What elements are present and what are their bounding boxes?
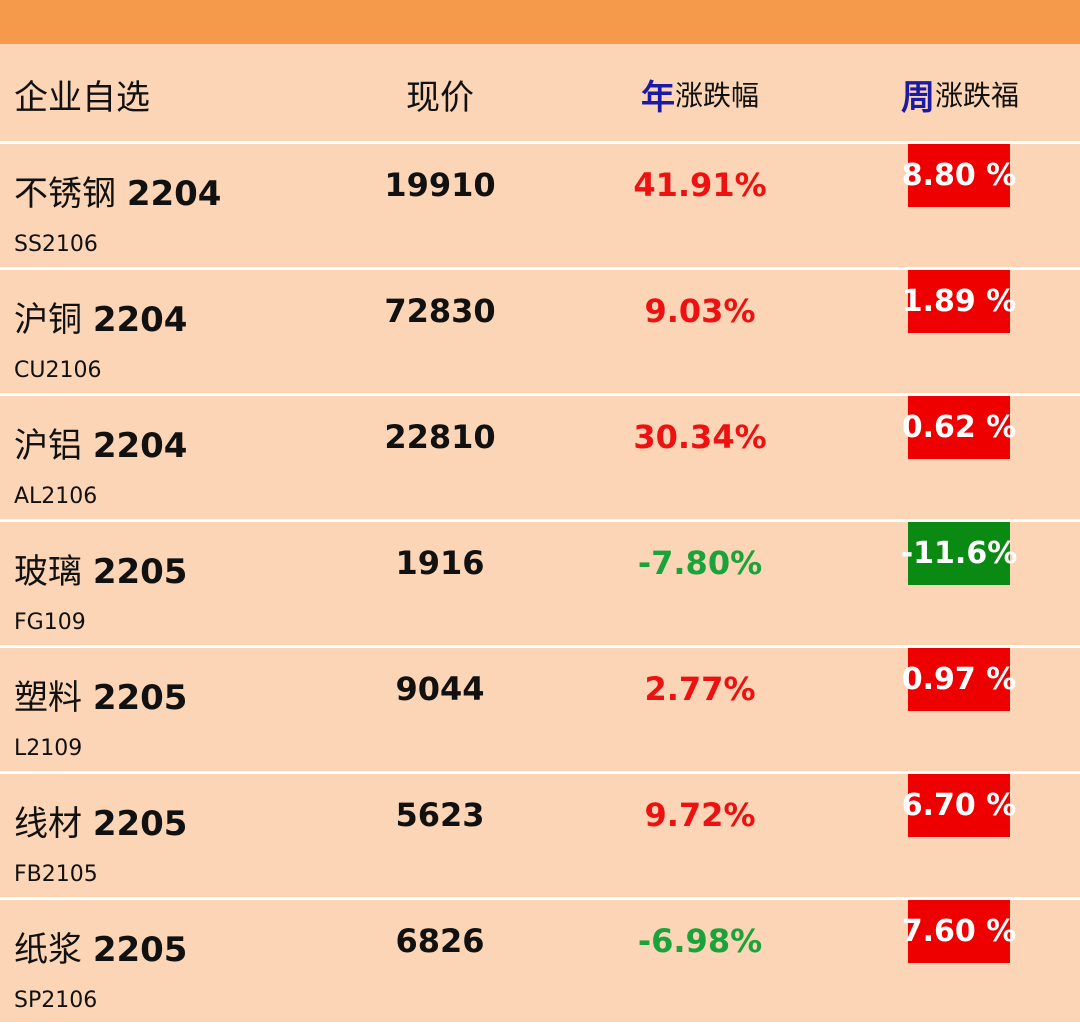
table-row[interactable]: 不锈钢 2204 SS2106 19910 41.91% 8.80 % [0,144,1080,267]
year-change: 9.72% [644,796,756,834]
product-name-label: 玻璃 [14,552,82,592]
row-divider [0,645,1080,648]
table-row[interactable]: 沪铜 2204 CU2106 72830 9.03% 1.89 % [0,270,1080,393]
table-row[interactable]: 玻璃 2205 FG109 1916 -7.80% -11.6% [0,522,1080,645]
header-week-change: 周涨跌福 [850,47,1070,141]
product-name: 纸浆 2205 [14,922,187,971]
header-name: 企业自选 [14,77,150,118]
product-code: AL2106 [14,484,98,509]
current-price: 72830 [384,292,496,330]
row-divider [0,393,1080,396]
product-name-label: 塑料 [14,678,82,718]
year-change: 30.34% [633,418,767,456]
product-name: 沪铝 2204 [14,418,187,467]
product-name: 线材 2205 [14,796,187,845]
product-name-label: 不锈钢 [14,174,116,214]
current-price: 6826 [395,922,485,960]
table-header: 企业自选 现价 年涨跌幅 周涨跌福 [0,47,1080,141]
product-contract: 2204 [92,300,188,340]
product-name: 玻璃 2205 [14,544,187,593]
product-name-label: 沪铜 [14,300,82,340]
current-price: 5623 [395,796,485,834]
product-name: 不锈钢 2204 [14,166,221,215]
header-week-accent: 周 [900,77,935,118]
product-contract: 2204 [92,426,188,466]
top-banner [0,0,1080,44]
product-name-label: 纸浆 [14,930,82,970]
product-code: FG109 [14,610,86,635]
product-name: 沪铜 2204 [14,292,187,341]
current-price: 19910 [384,166,496,204]
week-change-badge: 6.70 % [902,774,1016,837]
current-price: 22810 [384,418,496,456]
row-divider [0,897,1080,900]
table-row[interactable]: 线材 2205 FB2105 5623 9.72% 6.70 % [0,774,1080,897]
year-change: 41.91% [633,166,767,204]
week-change-badge: 0.62 % [902,396,1016,459]
week-change-badge: 0.97 % [902,648,1016,711]
year-change: -7.80% [637,544,763,582]
table-row[interactable]: 纸浆 2205 SP2106 6826 -6.98% 7.60 % [0,900,1080,1022]
table-row[interactable]: 沪铝 2204 AL2106 22810 30.34% 0.62 % [0,396,1080,519]
product-name-label: 线材 [14,804,82,844]
current-price: 9044 [395,670,485,708]
product-code: L2109 [14,736,83,761]
product-contract: 2205 [92,678,188,718]
product-contract: 2205 [92,804,188,844]
product-code: CU2106 [14,358,102,383]
product-contract: 2204 [126,174,222,214]
row-divider [0,771,1080,774]
header-year-accent: 年 [640,77,675,118]
table-row[interactable]: 塑料 2205 L2109 9044 2.77% 0.97 % [0,648,1080,771]
product-code: SP2106 [14,988,98,1013]
year-change: 9.03% [644,292,756,330]
product-contract: 2205 [92,930,188,970]
product-contract: 2205 [92,552,188,592]
year-change: 2.77% [644,670,756,708]
year-change: -6.98% [637,922,763,960]
row-divider [0,267,1080,270]
week-change-badge: 7.60 % [902,900,1016,963]
header-week-label: 涨跌福 [934,79,1019,112]
header-year-label: 涨跌幅 [674,79,759,112]
product-code: FB2105 [14,862,98,887]
row-divider [0,519,1080,522]
week-change-badge: 8.80 % [902,144,1016,207]
header-year-change: 年涨跌幅 [590,47,810,141]
product-code: SS2106 [14,232,98,257]
current-price: 1916 [395,544,485,582]
row-divider [0,141,1080,144]
week-change-badge: 1.89 % [902,270,1016,333]
product-name-label: 沪铝 [14,426,82,466]
week-change-badge: -11.6% [901,522,1017,585]
header-price: 现价 [406,77,474,118]
product-name: 塑料 2205 [14,670,187,719]
